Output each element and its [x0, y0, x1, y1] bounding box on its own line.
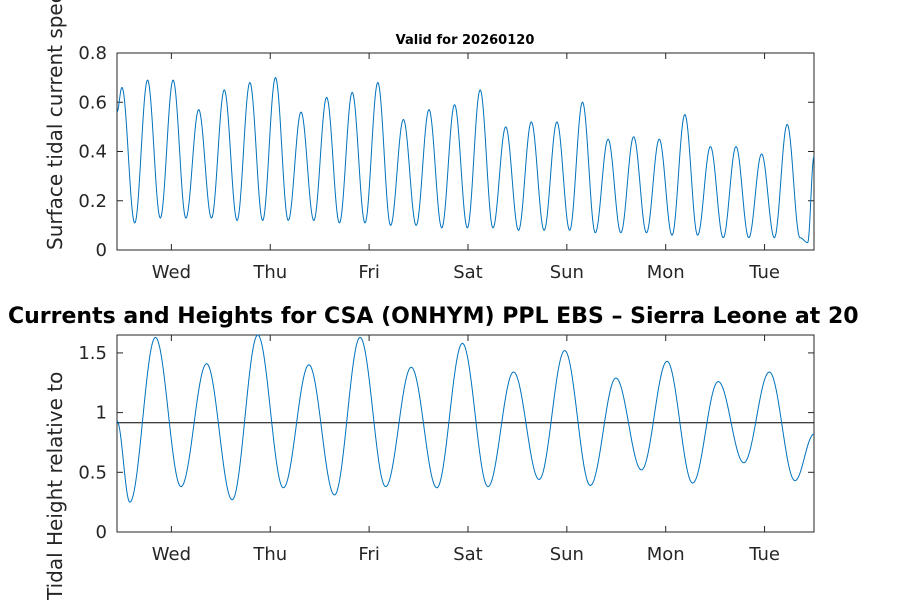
top-y-tick-label: 0.6: [78, 92, 107, 113]
bottom-x-tick-label: Thu: [252, 544, 287, 565]
top-y-tick-label: 0: [96, 240, 107, 261]
top-x-tick-label: Sat: [453, 262, 483, 283]
bottom-y-ticks: 0 0.5 1 1.5: [78, 343, 814, 543]
current-speed-series-line: [116, 76, 815, 244]
bottom-x-ticks: Wed Thu Fri Sat Sun Mon Tue: [152, 335, 780, 565]
top-x-tick-label: Fri: [358, 262, 379, 283]
top-plot-area: [116, 52, 815, 251]
top-y-ticks: 0 0.2 0.4 0.6 0.8: [78, 43, 814, 261]
bottom-x-tick-label: Tue: [748, 544, 780, 565]
top-x-tick-label: Tue: [748, 262, 780, 283]
top-y-tick-label: 0.4: [78, 142, 107, 163]
bottom-plot-area: [116, 334, 815, 533]
top-x-tick-label: Mon: [647, 262, 685, 283]
bottom-x-tick-label: Mon: [647, 544, 685, 565]
top-y-axis-label: Surface tidal current speed, kn: [43, 0, 67, 250]
bottom-y-tick-label: 1.5: [78, 343, 107, 364]
tidal-height-series-line: [116, 334, 815, 503]
top-chart-title: Valid for 20260120: [396, 33, 535, 48]
top-x-ticks: Wed Thu Fri Sat Sun Mon Tue: [152, 53, 780, 283]
top-y-tick-label: 0.8: [78, 43, 107, 64]
bottom-x-tick-label: Fri: [358, 544, 379, 565]
bottom-x-tick-label: Sun: [550, 544, 584, 565]
bottom-x-tick-label: Sat: [453, 544, 483, 565]
top-x-tick-label: Sun: [550, 262, 584, 283]
bottom-y-tick-label: 0: [96, 522, 107, 543]
main-title: Currents and Heights for CSA (ONHYM) PPL…: [8, 304, 859, 329]
bottom-y-axis-label: Tidal Height relative to: [43, 372, 67, 600]
bottom-y-tick-label: 1: [96, 403, 107, 424]
top-y-tick-label: 0.2: [78, 191, 107, 212]
bottom-y-tick-label: 0.5: [78, 462, 107, 483]
top-x-tick-label: Wed: [152, 262, 191, 283]
bottom-x-tick-label: Wed: [152, 544, 191, 565]
top-x-tick-label: Thu: [252, 262, 287, 283]
